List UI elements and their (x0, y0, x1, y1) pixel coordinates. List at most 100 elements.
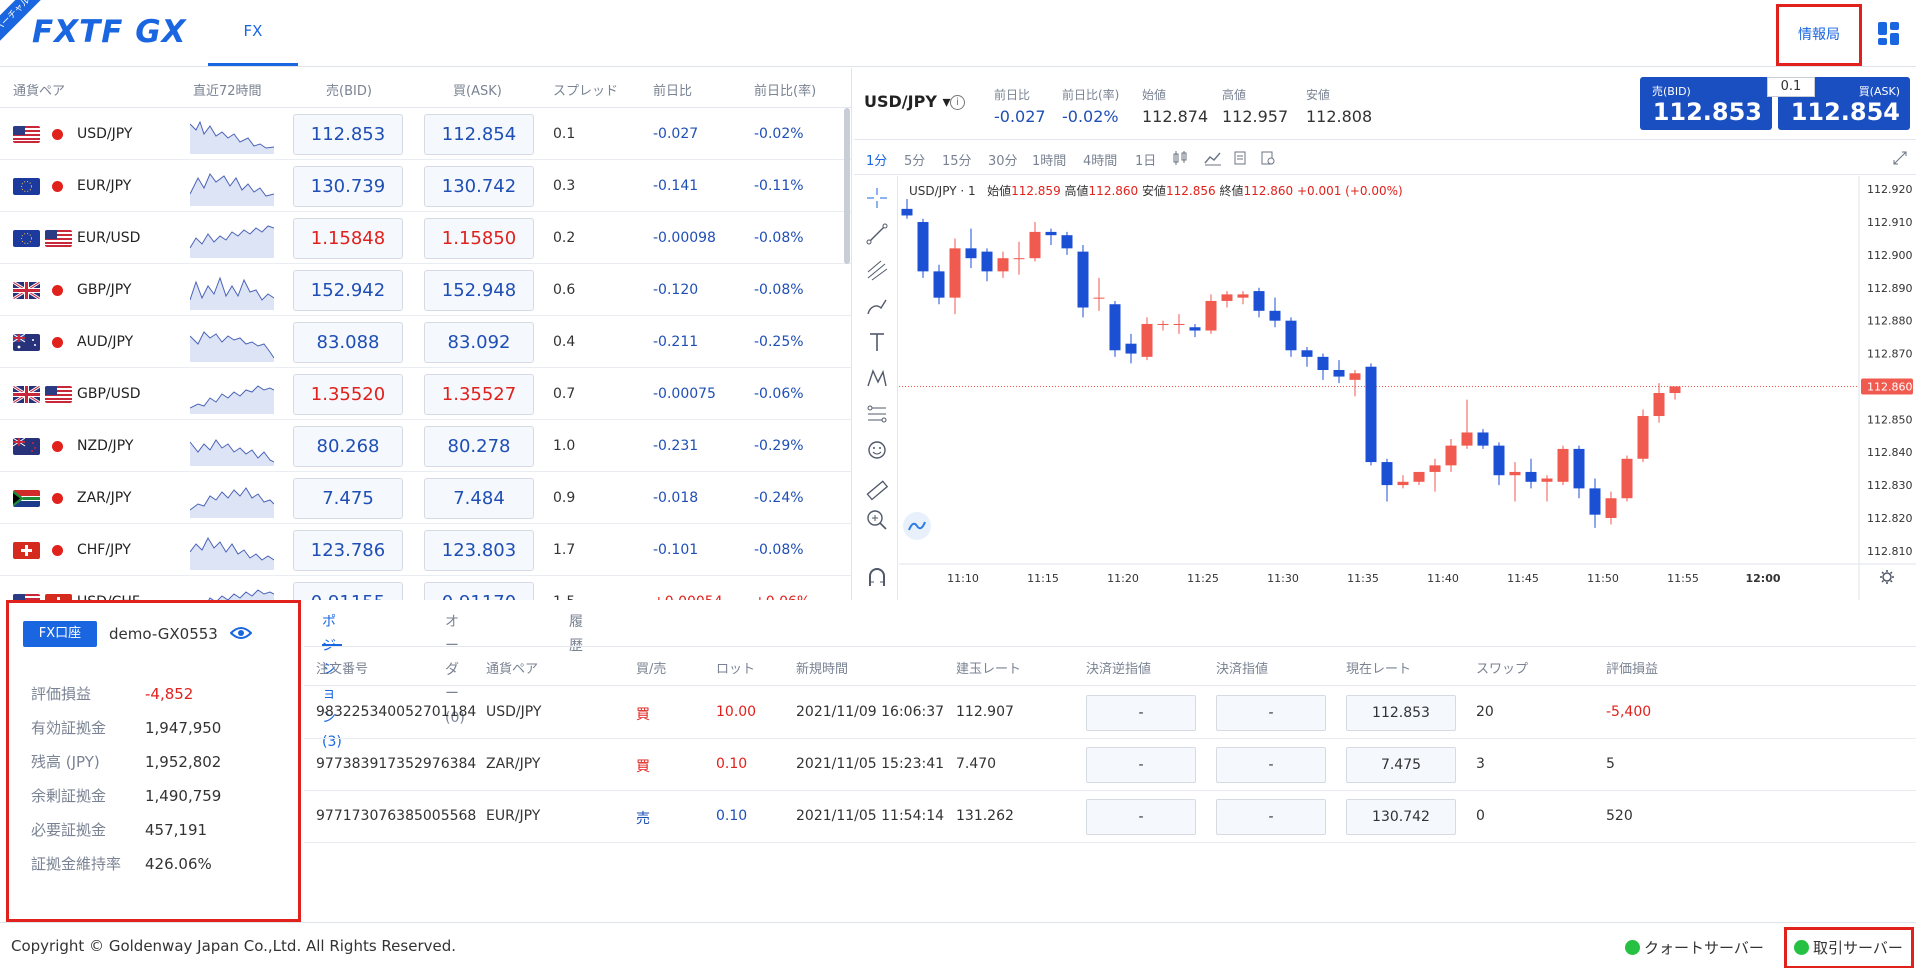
us-flag-icon (13, 594, 40, 600)
ask-price-button[interactable]: 80.278 (424, 426, 534, 467)
candlestick-chart[interactable]: 112.920 112.910 112.900 112.890 112.880 112.8… (899, 176, 1916, 600)
symbol-selector[interactable]: USD/JPY ▾ (864, 92, 951, 111)
take-profit-input[interactable]: - (1216, 695, 1326, 731)
bid-price-button[interactable]: 80.268 (293, 426, 403, 467)
pos-time: 2021/11/05 11:54:14 (796, 808, 945, 824)
eye-icon[interactable] (229, 625, 253, 641)
jp-flag-icon (52, 129, 63, 140)
bid-price-button[interactable]: 0.91155 (293, 582, 403, 600)
candle-body (1077, 251, 1089, 308)
bid-price-button[interactable]: 7.475 (293, 478, 403, 519)
ask-price-button[interactable]: 123.803 (424, 530, 534, 571)
bid-price-button[interactable]: 112.853 (293, 114, 403, 155)
bid-button[interactable]: 売(BID) 112.853 (1640, 77, 1772, 130)
y-tick-label: 112.910 (1867, 216, 1913, 229)
rate-row[interactable]: GBP/USD 1.35520 1.35527 0.7 -0.00075 -0.06% (0, 368, 851, 420)
rate-row[interactable]: ZAR/JPY 7.475 7.484 0.9 -0.018 -0.24% (0, 472, 851, 524)
ask-price-button[interactable]: 0.91170 (424, 582, 534, 600)
settings-doc-icon[interactable] (1260, 150, 1276, 166)
position-row[interactable]: 977383917352976384 ZAR/JPY 買 0.10 2021/11/05… (304, 739, 1916, 791)
y-tick-label: 112.850 (1867, 413, 1913, 426)
bid-price-button[interactable]: 1.15848 (293, 218, 403, 259)
tab-orders[interactable]: オーダー (0) (445, 614, 465, 726)
stat-change: 前日比 -0.027 (994, 88, 1046, 126)
rate-row[interactable]: CHF/JPY 123.786 123.803 1.7 -0.101 -0.08% (0, 524, 851, 576)
template-icon[interactable] (1233, 150, 1249, 166)
position-row[interactable]: 977173076385005568 EUR/JPY 売 0.10 2021/11/05… (304, 791, 1916, 843)
bid-price-button[interactable]: 130.739 (293, 166, 403, 207)
ask-price-button[interactable]: 1.15850 (424, 218, 534, 259)
tab-positions[interactable]: ポジション (3) (322, 610, 342, 750)
zoom-in-icon[interactable] (865, 508, 889, 532)
stop-loss-input[interactable]: - (1086, 695, 1196, 731)
rate-row[interactable]: USD/CHF 0.91155 0.91170 1.5 +0.00054 +0.06% (0, 576, 851, 600)
emoji-icon[interactable] (865, 438, 889, 462)
candle-type-icon[interactable] (1172, 150, 1188, 166)
spread-cell: 0.4 (553, 334, 576, 350)
change-cell: -0.101 (653, 542, 699, 558)
change-cell: -0.141 (653, 178, 699, 194)
pitchfork-icon[interactable] (865, 258, 889, 282)
layout-grid-icon[interactable] (1876, 20, 1902, 46)
ask-price-button[interactable]: 130.742 (424, 166, 534, 207)
close-at-current-button[interactable]: 7.475 (1346, 747, 1456, 783)
pattern-icon[interactable] (865, 366, 889, 390)
tf-15m[interactable]: 15分 (942, 154, 972, 169)
close-at-current-button[interactable]: 112.853 (1346, 695, 1456, 731)
tf-1d[interactable]: 1日 (1135, 154, 1157, 169)
rate-row[interactable]: USD/JPY 112.853 112.854 0.1 -0.027 -0.02% (0, 108, 851, 160)
jp-flag-icon (52, 181, 63, 192)
info-icon[interactable]: i (950, 95, 965, 110)
price-chart[interactable]: 112.920 112.910 112.900 112.890 112.880 112.8… (899, 176, 1916, 600)
crosshair-icon[interactable] (865, 186, 889, 210)
col-ask: 買(ASK) (453, 84, 502, 99)
stop-loss-input[interactable]: - (1086, 799, 1196, 835)
bid-price-button[interactable]: 1.35520 (293, 374, 403, 415)
tf-4h[interactable]: 4時間 (1083, 154, 1118, 169)
bid-price-button[interactable]: 123.786 (293, 530, 403, 571)
pair-label: EUR/USD (77, 230, 141, 246)
spread-cell: 1.7 (553, 542, 576, 558)
pos-pl: 520 (1606, 808, 1633, 824)
tf-1h[interactable]: 1時間 (1032, 154, 1067, 169)
tf-30m[interactable]: 30分 (988, 154, 1018, 169)
tf-5m[interactable]: 5分 (904, 154, 926, 169)
position-row[interactable]: 983225340052701184 USD/JPY 買 10.00 2021/11/0… (304, 687, 1916, 739)
spread-cell: 0.9 (553, 490, 576, 506)
rate-row[interactable]: EUR/USD 1.15848 1.15850 0.2 -0.00098 -0.08% (0, 212, 851, 264)
fx-account-tag[interactable]: FX口座 (23, 621, 97, 647)
take-profit-input[interactable]: - (1216, 799, 1326, 835)
rate-row[interactable]: EUR/JPY 130.739 130.742 0.3 -0.141 -0.11% (0, 160, 851, 212)
rate-row[interactable]: NZD/JPY 80.268 80.278 1.0 -0.231 -0.29% (0, 420, 851, 472)
ask-price-button[interactable]: 112.854 (424, 114, 534, 155)
info-bureau-button[interactable]: 情報局 (1776, 4, 1862, 66)
tab-history[interactable]: 履歴 (569, 614, 583, 654)
order-id: 983225340052701184 (316, 704, 477, 720)
bid-price-button[interactable]: 83.088 (293, 322, 403, 363)
tab-fx[interactable]: FX (208, 0, 298, 66)
candle-body (1573, 448, 1585, 489)
ask-price-button[interactable]: 152.948 (424, 270, 534, 311)
fullscreen-icon[interactable] (1892, 150, 1908, 166)
ask-price-button[interactable]: 7.484 (424, 478, 534, 519)
brush-icon[interactable] (865, 294, 889, 318)
ruler-icon[interactable] (865, 478, 889, 502)
change-cell: -0.00098 (653, 230, 716, 246)
trend-line-icon[interactable] (865, 222, 889, 246)
magnet-icon[interactable] (865, 566, 889, 590)
rate-row[interactable]: GBP/JPY 152.942 152.948 0.6 -0.120 -0.08% (0, 264, 851, 316)
text-tool-icon[interactable] (865, 330, 889, 354)
legend-change: +0.001 (+0.00%) (1296, 184, 1403, 198)
fib-retracement-icon[interactable] (865, 402, 889, 426)
rate-row[interactable]: AUD/JPY 83.088 83.092 0.4 -0.211 -0.25% (0, 316, 851, 368)
legend-open-label: 始値 (987, 184, 1012, 198)
ask-price-button[interactable]: 83.092 (424, 322, 534, 363)
indicator-icon[interactable] (1204, 150, 1221, 166)
take-profit-input[interactable]: - (1216, 747, 1326, 783)
rates-scrollbar[interactable] (844, 108, 850, 264)
tf-1m[interactable]: 1分 (866, 154, 888, 169)
bid-price-button[interactable]: 152.942 (293, 270, 403, 311)
ask-price-button[interactable]: 1.35527 (424, 374, 534, 415)
stop-loss-input[interactable]: - (1086, 747, 1196, 783)
close-at-current-button[interactable]: 130.742 (1346, 799, 1456, 835)
